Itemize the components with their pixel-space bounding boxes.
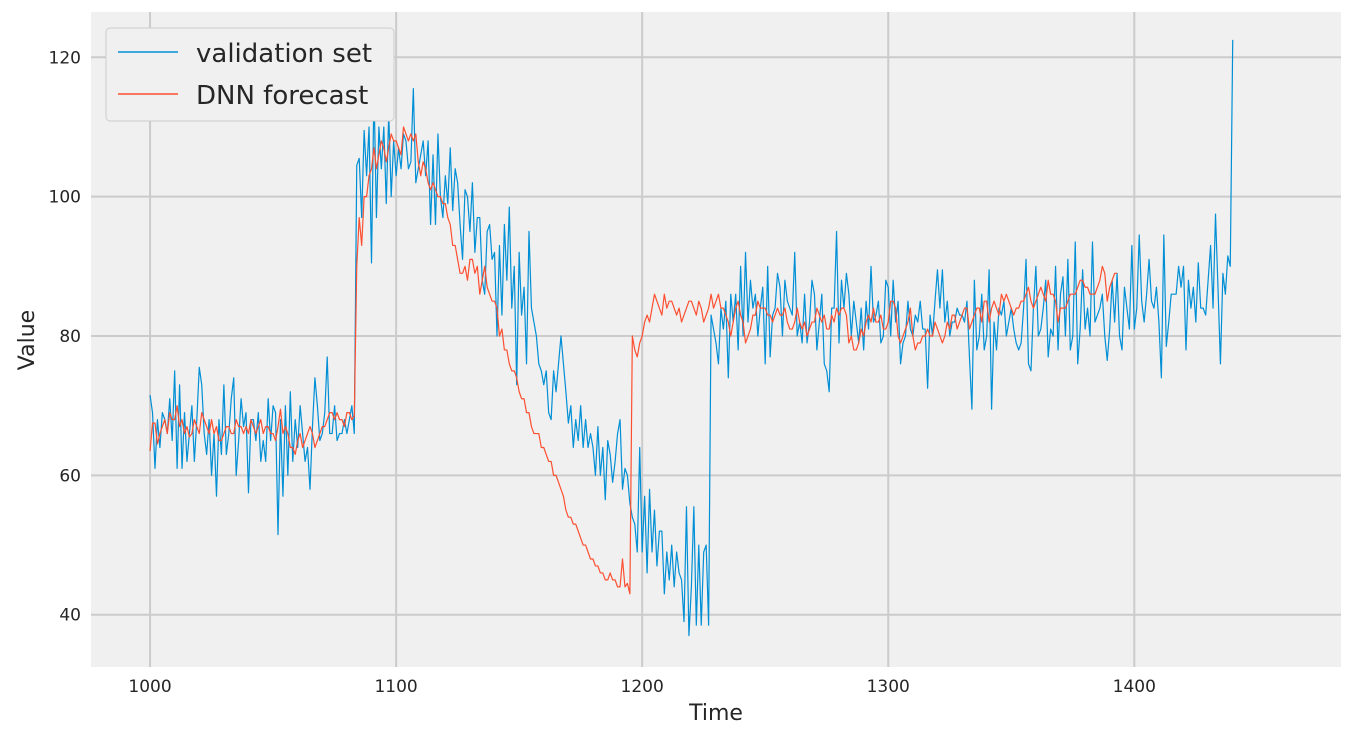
y-tick-labels: 40 60 80 100 120 [49, 48, 81, 625]
grid-lines [91, 12, 1341, 667]
validation-series-line [149, 39, 1234, 637]
x-tick-label: 1300 [867, 677, 910, 697]
y-tick-label: 80 [59, 327, 81, 347]
x-tick-label: 1200 [621, 677, 664, 697]
y-tick-label: 60 [59, 466, 81, 486]
x-tick-label: 1000 [128, 677, 171, 697]
legend: validation set DNN forecast [105, 27, 395, 122]
y-tick-label: 120 [49, 48, 81, 68]
y-tick-label: 40 [59, 606, 81, 626]
legend-label-validation: validation set [196, 39, 372, 69]
y-axis-label: Value [15, 310, 40, 370]
x-axis-label: Time [688, 701, 743, 726]
y-tick-label: 100 [49, 188, 81, 208]
x-tick-labels: 1000 1100 1200 1300 1400 [128, 677, 1156, 697]
series-lines [149, 39, 1234, 637]
legend-label-forecast: DNN forecast [196, 81, 368, 111]
x-tick-label: 1400 [1113, 677, 1156, 697]
x-tick-label: 1100 [374, 677, 417, 697]
forecast-series-line [149, 126, 1118, 595]
